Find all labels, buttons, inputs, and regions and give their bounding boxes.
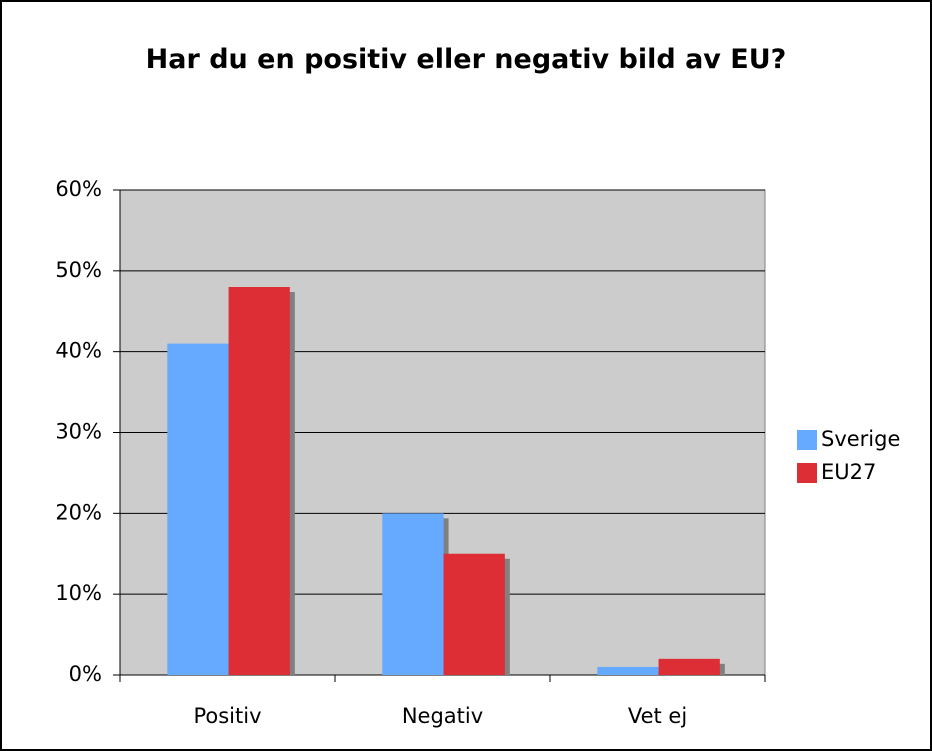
bar — [658, 658, 720, 675]
y-tick-label: 30% — [55, 420, 102, 444]
bar — [228, 287, 290, 675]
x-tick-label: Positiv — [193, 704, 261, 728]
x-tick-label: Vet ej — [628, 704, 687, 728]
bar — [443, 553, 505, 675]
y-tick-label: 40% — [55, 339, 102, 363]
legend-swatch — [797, 430, 817, 450]
bar — [382, 513, 444, 675]
chart-title: Har du en positiv eller negativ bild av … — [145, 44, 787, 75]
y-tick-label: 10% — [55, 581, 102, 605]
y-tick-label: 20% — [55, 500, 102, 524]
legend-label: Sverige — [821, 427, 900, 451]
x-tick-label: Negativ — [402, 704, 483, 728]
legend-label: EU27 — [821, 460, 876, 484]
bar — [167, 343, 229, 675]
y-tick-label: 0% — [69, 662, 102, 686]
legend-swatch — [797, 463, 817, 483]
y-tick-label: 50% — [55, 258, 102, 282]
bar — [597, 666, 659, 675]
y-tick-label: 60% — [55, 177, 102, 201]
